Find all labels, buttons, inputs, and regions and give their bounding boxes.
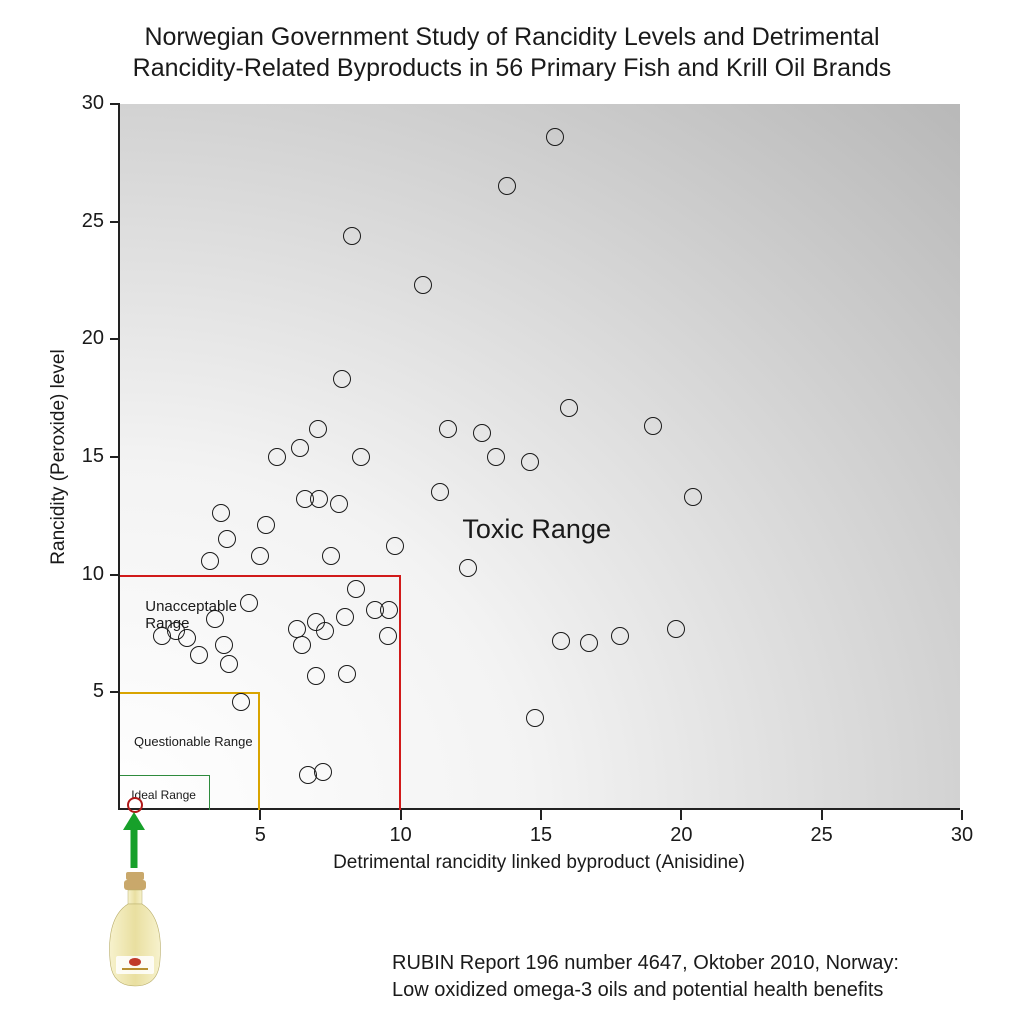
citation-line2: Low oxidized omega-3 oils and potential …: [392, 979, 883, 1001]
y-tick: [110, 691, 120, 693]
data-point: [521, 453, 539, 471]
y-tick-label: 30: [68, 92, 104, 115]
data-point: [546, 128, 564, 146]
x-tick-label: 20: [661, 824, 701, 847]
data-point: [291, 439, 309, 457]
y-tick: [110, 338, 120, 340]
data-point: [309, 420, 327, 438]
chart-title-line1: Norwegian Government Study of Rancidity …: [144, 23, 879, 51]
x-tick: [961, 810, 963, 820]
x-tick: [400, 810, 402, 820]
range-label-questionable: Questionable Range: [134, 735, 253, 750]
x-tick: [259, 810, 261, 820]
x-tick: [821, 810, 823, 820]
data-point: [552, 632, 570, 650]
data-point: [201, 552, 219, 570]
data-point: [288, 620, 306, 638]
y-tick-label: 25: [68, 210, 104, 233]
plot-wrap: 5101520253051015202530Ideal RangeQuestio…: [118, 104, 960, 810]
citation-line1: RUBIN Report 196 number 4647, Oktober 20…: [392, 952, 899, 974]
y-tick: [110, 456, 120, 458]
data-point: [316, 622, 334, 640]
x-tick-label: 10: [381, 824, 421, 847]
data-point: [487, 448, 505, 466]
data-point: [684, 488, 702, 506]
y-tick: [110, 574, 120, 576]
x-tick-label: 15: [521, 824, 561, 847]
data-point: [240, 594, 258, 612]
data-point: [347, 580, 365, 598]
x-tick-label: 25: [802, 824, 842, 847]
x-tick-label: 30: [942, 824, 982, 847]
data-point: [232, 693, 250, 711]
x-tick: [540, 810, 542, 820]
data-point: [379, 627, 397, 645]
plot-area: 5101520253051015202530Ideal RangeQuestio…: [118, 104, 960, 810]
data-point: [215, 636, 233, 654]
data-point: [333, 370, 351, 388]
data-point: [322, 547, 340, 565]
y-axis-label: Rancidity (Peroxide) level: [48, 104, 70, 810]
chart-title: Norwegian Government Study of Rancidity …: [0, 22, 1024, 85]
data-point: [218, 530, 236, 548]
data-point: [560, 399, 578, 417]
y-tick-label: 15: [68, 445, 104, 468]
y-tick-label: 10: [68, 563, 104, 586]
data-point: [338, 665, 356, 683]
x-tick-label: 5: [240, 824, 280, 847]
data-point: [343, 227, 361, 245]
y-tick-label: 20: [68, 327, 104, 350]
y-tick-label: 5: [68, 680, 104, 703]
y-tick: [110, 221, 120, 223]
product-bottle-icon: [106, 870, 164, 990]
range-label-toxic: Toxic Range: [462, 514, 611, 545]
data-point: [190, 646, 208, 664]
chart-title-line2: Rancidity-Related Byproducts in 56 Prima…: [133, 54, 892, 82]
citation-text: RUBIN Report 196 number 4647, Oktober 20…: [392, 950, 899, 1004]
data-point: [330, 495, 348, 513]
x-tick: [680, 810, 682, 820]
x-axis-label: Detrimental rancidity linked byproduct (…: [118, 852, 960, 874]
data-point: [611, 627, 629, 645]
data-point: [459, 559, 477, 577]
data-point: [336, 608, 354, 626]
data-point: [667, 620, 685, 638]
y-tick: [110, 103, 120, 105]
data-point: [580, 634, 598, 652]
